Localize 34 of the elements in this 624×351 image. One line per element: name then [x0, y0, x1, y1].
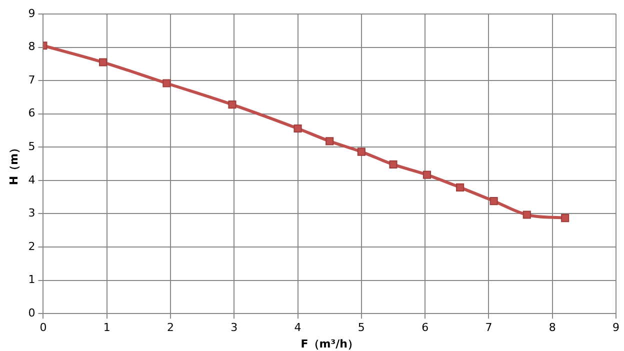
y-tick-label: 6: [28, 106, 36, 120]
point: [326, 137, 334, 146]
point: [561, 214, 570, 222]
y-tick-label: 1: [28, 273, 36, 286]
y-tick-label: 3: [28, 206, 36, 220]
y-axis-title: H（m）: [7, 142, 20, 186]
x-tick-label: 9: [612, 321, 620, 334]
x-tick-label: 3: [230, 321, 238, 334]
x-tick-label: 8: [548, 321, 556, 334]
y-tick-label: 9: [28, 6, 36, 20]
y-tick-label: 8: [28, 40, 36, 54]
point: [228, 100, 236, 109]
x-tick-label: 5: [358, 321, 365, 334]
point: [456, 183, 464, 192]
point: [98, 58, 108, 66]
point: [422, 170, 432, 179]
point: [294, 124, 302, 133]
y-tick-label: 2: [28, 240, 36, 253]
y-tick-label: 0: [28, 306, 36, 320]
y-tick-label: 4: [28, 173, 36, 186]
x-tick-label: 6: [422, 321, 429, 334]
x-tick-label: 4: [294, 321, 302, 334]
x-tick-label: 2: [166, 321, 174, 334]
point: [357, 148, 366, 156]
y-tick-label: 7: [28, 73, 36, 86]
x-tick-label: 0: [40, 321, 47, 334]
point: [522, 210, 531, 219]
x-axis-title: F（m³/h）: [300, 337, 358, 350]
point: [162, 79, 171, 88]
x-tick-label: 7: [485, 321, 492, 334]
point: [490, 197, 498, 206]
point: [389, 160, 398, 168]
x-tick-label: 1: [103, 321, 110, 334]
y-tick-label: 5: [28, 140, 36, 154]
